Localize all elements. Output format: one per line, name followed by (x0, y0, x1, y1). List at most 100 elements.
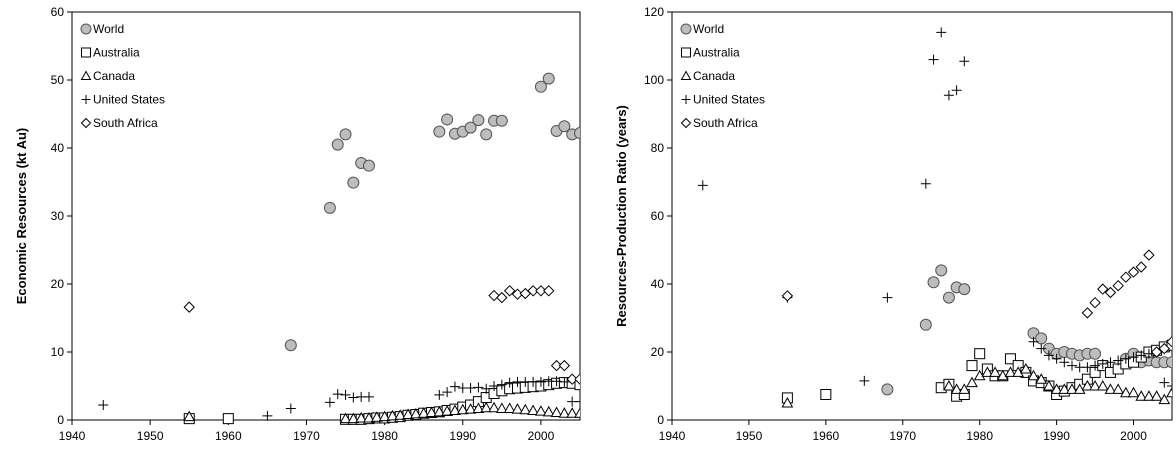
right-chart-canada-point (1112, 383, 1125, 394)
left-chart-canada-point (441, 405, 453, 416)
left-chart-south-africa-point (535, 285, 547, 297)
right-chart-canada-point (1166, 386, 1172, 398)
right-chart-united-states-point (1113, 355, 1124, 366)
left-chart-united-states-point (434, 389, 445, 400)
right-chart-united-states-point (1143, 348, 1154, 359)
right-chart-canada-point (1050, 383, 1063, 394)
right-chart-canada-point (1104, 383, 1117, 394)
right-chart-south-africa-point (1104, 286, 1117, 299)
right-chart-canada-point (1035, 373, 1048, 384)
left-chart-legend-canada-label: Canada (93, 69, 135, 83)
left-chart-points (98, 72, 580, 425)
right-chart-united-states-point (859, 375, 870, 386)
right-chart-south-africa-point (1097, 283, 1109, 295)
left-chart-series-canada (183, 401, 580, 424)
left-chart-canada-point (410, 407, 422, 419)
right-chart-united-states-point (882, 292, 893, 303)
right-chart-y-tick-label: 80 (651, 141, 665, 155)
left-chart-canada-point (472, 402, 485, 413)
right-chart-canada-point (1019, 362, 1032, 374)
left-chart-world-point (284, 339, 297, 352)
left-chart-x-tick-label: 1950 (137, 429, 164, 443)
left-chart-series-united-states (98, 376, 580, 421)
left-chart-world-point (472, 114, 485, 127)
left-chart-canada-point (542, 405, 555, 417)
left-chart-australia-point (574, 379, 580, 391)
right-chart: 0 20 40 60 80 100 120 1940 1950 1960 1970 1980 1990 2… (614, 5, 1173, 443)
right-chart-united-states-point (1159, 377, 1170, 388)
left-chart-world-point (323, 201, 336, 214)
right-chart-canada-point (1143, 390, 1155, 401)
right-chart-united-states-point (920, 178, 931, 189)
right-chart-united-states-point (928, 54, 939, 65)
left-chart-canada-point (519, 403, 532, 415)
right-chart-canada-point (1043, 379, 1055, 391)
left-chart-united-states-point (324, 397, 335, 408)
left-chart-canada-point (339, 412, 352, 424)
left-chart-canada-point (370, 411, 383, 422)
right-chart-south-africa-point (1166, 336, 1172, 348)
right-chart-canada-point (958, 383, 971, 394)
right-chart-canada-point (981, 366, 994, 377)
left-chart-canada-point (511, 403, 524, 414)
right-chart-legend-south-africa-marker (680, 117, 692, 129)
left-chart-united-states-point (496, 379, 507, 390)
right-chart-australia-point (974, 348, 986, 360)
left-chart-y-tick-label: 50 (51, 73, 65, 87)
right-chart-canada-point (1135, 390, 1148, 401)
left-chart-south-africa-point (496, 291, 508, 304)
right-chart-united-states-point (1128, 352, 1139, 363)
left-chart-world-point (441, 113, 454, 126)
left-chart-canada-point (402, 408, 414, 420)
right-chart-canada-point (781, 396, 794, 408)
right-chart-x-tick-label: 1980 (966, 429, 993, 443)
left-chart-canada-point (495, 402, 508, 413)
left-chart-y-tick-label: 60 (51, 5, 65, 19)
left-chart-world-point (464, 121, 477, 134)
left-chart-legend-united-states-marker (81, 95, 91, 104)
left-chart-x-tick-label: 1990 (449, 429, 476, 443)
left-chart-canada-point (347, 412, 360, 424)
left-chart-canada-point (363, 411, 375, 423)
right-chart-south-africa-point (1120, 271, 1132, 283)
right-chart-x-tick-label: 1940 (659, 429, 686, 443)
left-chart-canada-point (425, 406, 438, 418)
right-chart-legend-canada-marker (680, 70, 692, 80)
right-chart-x-tick-label: 1960 (812, 429, 839, 443)
right-chart-canada-point (1150, 390, 1163, 401)
left-chart-world-point (558, 120, 571, 133)
left-chart-south-africa-point (503, 285, 516, 297)
left-chart-x-tick-label: 1960 (215, 429, 242, 443)
left-chart-legend-united-states-label: United States (93, 93, 165, 107)
left-chart-legend-australia-marker (81, 47, 91, 58)
right-chart-united-states-point (1120, 353, 1131, 364)
right-chart-y-tick-label: 100 (644, 73, 664, 87)
right-chart-series-south-africa (781, 249, 1172, 358)
right-chart-legend-canada-label: Canada (693, 69, 735, 83)
right-chart-canada-point (966, 376, 978, 388)
right-chart-united-states-point (936, 27, 947, 38)
left-chart-y-tick-label: 10 (51, 345, 65, 359)
left-chart-world-point (362, 159, 375, 172)
left-chart-united-states-point (332, 389, 343, 400)
left-chart-united-states-point (535, 376, 546, 387)
right-chart-united-states-point (1028, 336, 1039, 347)
right-chart-united-states-point (1105, 357, 1116, 368)
right-chart-united-states-point (1136, 350, 1147, 361)
left-chart-legend-australia-label: Australia (93, 46, 140, 60)
right-chart-world-point (927, 276, 940, 289)
right-chart-south-africa-point (1112, 279, 1124, 292)
right-chart-x-tick-label: 1950 (736, 429, 763, 443)
left-chart-series-south-africa (183, 285, 580, 385)
right-chart-united-states-point (1067, 360, 1077, 371)
left-chart: 0 10 20 30 40 50 60 1940 1950 1960 1970 1980 1990 200… (14, 5, 581, 443)
right-chart-australia-point (1004, 353, 1016, 365)
right-chart-australia-point (966, 360, 978, 372)
left-chart-united-states-point (559, 376, 570, 387)
left-chart-x-tick-label: 2000 (528, 429, 555, 443)
right-chart-world-point (935, 264, 948, 277)
right-chart-united-states-point (1082, 362, 1093, 373)
left-chart-canada-point (488, 401, 500, 413)
right-chart-united-states-point (951, 85, 962, 96)
